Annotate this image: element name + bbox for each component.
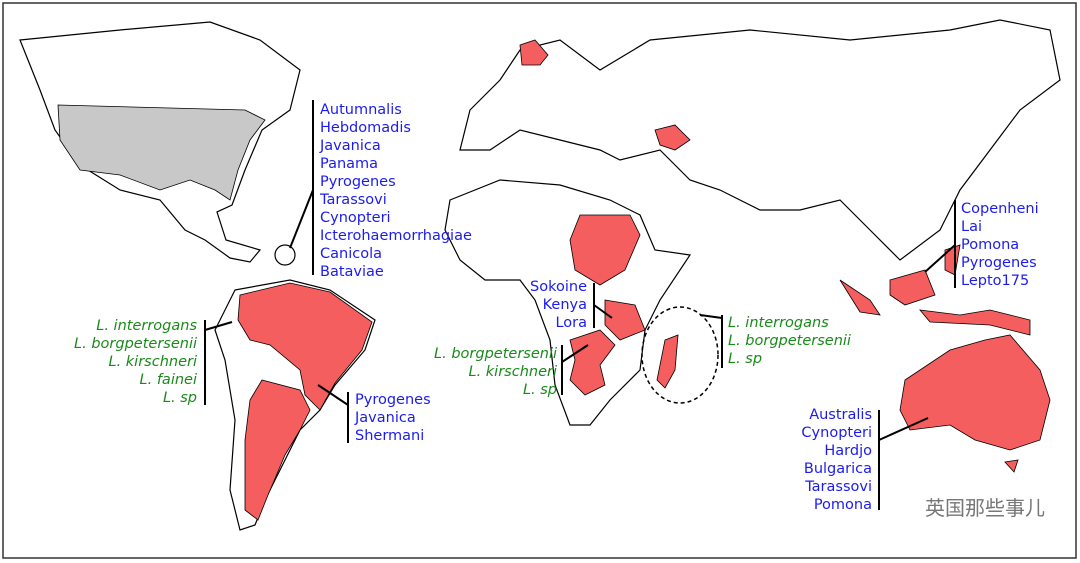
map-label: Kenya bbox=[543, 297, 587, 313]
map-label: Pyrogenes bbox=[320, 174, 396, 190]
map-label: Cynopteri bbox=[801, 425, 872, 441]
map-label: Tarassovi bbox=[804, 479, 872, 495]
map-label: L. interrogans bbox=[96, 318, 197, 334]
map-label: Copenheni bbox=[961, 201, 1039, 217]
map-label: Pomona bbox=[814, 497, 872, 513]
map-label: L. fainei bbox=[140, 372, 197, 388]
map-label: L. sp bbox=[163, 390, 197, 406]
map-label: Canicola bbox=[320, 246, 382, 262]
map-label: Pyrogenes bbox=[355, 392, 431, 408]
map-label: L. borgpetersenii bbox=[434, 346, 557, 362]
map-label: Bulgarica bbox=[804, 461, 872, 477]
map-label: L. sp bbox=[523, 382, 557, 398]
map-label: Bataviae bbox=[320, 264, 384, 280]
map-label: Javanica bbox=[354, 410, 416, 426]
map-label: Hardjo bbox=[824, 443, 872, 459]
map-label: Sokoine bbox=[530, 279, 587, 295]
map-label: Cynopteri bbox=[320, 210, 391, 226]
map-label: Javanica bbox=[319, 138, 381, 154]
map-label: L. kirschneri bbox=[108, 354, 197, 370]
map-label: Icterohaemorrhagiae bbox=[320, 228, 472, 244]
map-label: Tarassovi bbox=[319, 192, 387, 208]
map-label: Shermani bbox=[355, 428, 424, 444]
map-label: Lora bbox=[555, 315, 587, 331]
map-label: L. borgpetersenii bbox=[728, 333, 851, 349]
map-label: L. borgpetersenii bbox=[74, 336, 197, 352]
landmasses bbox=[19, 19, 1061, 531]
map-label: Lepto175 bbox=[961, 273, 1029, 289]
map-label: L. kirschneri bbox=[468, 364, 557, 380]
map-label: Pyrogenes bbox=[961, 255, 1037, 271]
map-label: Hebdomadis bbox=[320, 120, 411, 136]
map-label: Pomona bbox=[961, 237, 1019, 253]
map-label: Australis bbox=[809, 407, 872, 423]
map-label: Autumnalis bbox=[320, 102, 402, 118]
map-label: Lai bbox=[961, 219, 982, 235]
map-label: L. interrogans bbox=[728, 315, 829, 331]
watermark: 英国那些事儿 bbox=[925, 496, 1045, 520]
map-label: Panama bbox=[320, 156, 378, 172]
map-label: L. sp bbox=[728, 351, 762, 367]
leader-lines bbox=[204, 100, 956, 510]
